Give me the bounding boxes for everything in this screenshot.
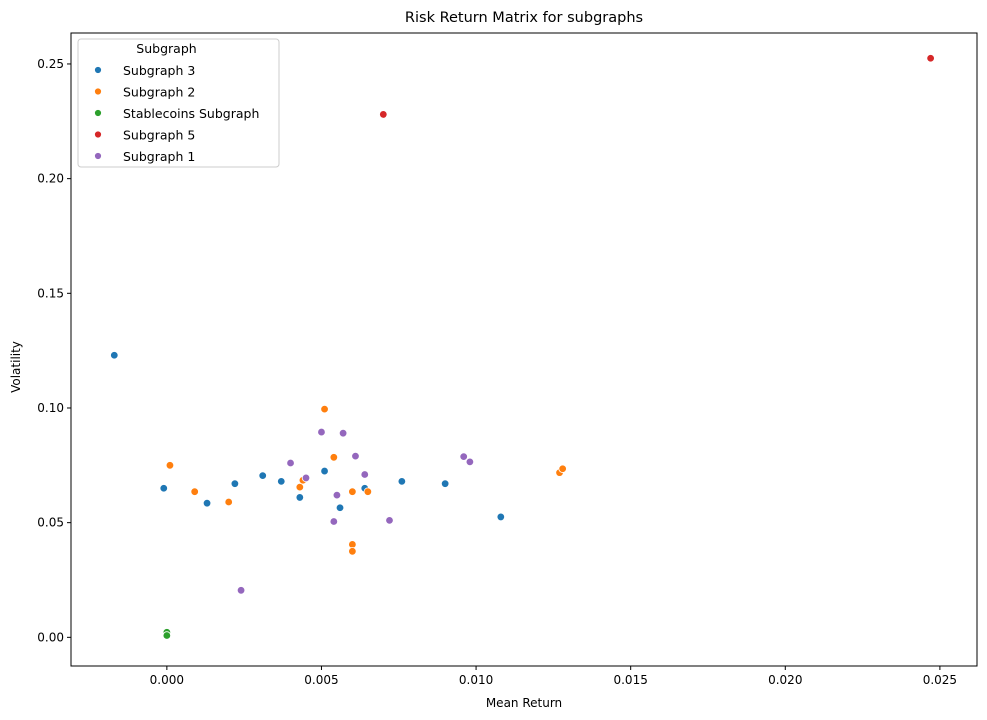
legend-marker <box>94 109 102 117</box>
legend-label: Subgraph 2 <box>123 85 195 100</box>
point-subgraph-1 <box>286 458 295 468</box>
point-subgraph-2 <box>558 464 567 473</box>
point-subgraph-2 <box>190 487 199 496</box>
legend-label: Stablecoins Subgraph <box>123 106 259 121</box>
point-subgraph-3 <box>159 484 168 493</box>
x-axis: 0.000 0.005 0.010 0.015 0.020 0.025 <box>150 666 957 687</box>
point-subgraph-2 <box>348 540 357 549</box>
point-subgraph-1 <box>301 473 311 483</box>
point-subgraph-1 <box>332 490 342 500</box>
legend: Subgraph Subgraph 3 Subgraph 2 Stablecoins … <box>77 38 280 168</box>
point-subgraph-2 <box>348 547 357 556</box>
point-subgraph-2 <box>363 487 373 496</box>
point-subgraph-1 <box>338 429 348 438</box>
point-subgraph-1 <box>385 516 394 525</box>
point-subgraph-3 <box>335 503 345 512</box>
point-subgraph-3 <box>258 471 267 480</box>
x-tick-label: 0.015 <box>613 673 647 687</box>
x-axis-label: Mean Return <box>486 696 562 710</box>
legend-label: Subgraph 5 <box>123 128 195 143</box>
x-tick-label: 0.020 <box>768 673 802 687</box>
point-subgraph-3 <box>230 479 240 488</box>
x-tick-label: 0.025 <box>923 673 957 687</box>
y-tick-label: 0.10 <box>37 401 64 415</box>
legend-marker <box>94 152 102 160</box>
x-tick-label: 0.000 <box>150 673 184 687</box>
point-subgraph-3 <box>277 477 286 486</box>
legend-box <box>77 38 280 168</box>
point-subgraph-1 <box>465 457 475 467</box>
point-subgraph-2 <box>348 487 357 496</box>
point-subgraph-3 <box>496 512 506 522</box>
point-subgraph-1 <box>351 451 360 461</box>
point-subgraph-1 <box>360 470 369 479</box>
point-subgraph-3 <box>295 493 305 502</box>
point-subgraph-2 <box>165 461 175 470</box>
point-subgraph-2 <box>295 482 305 492</box>
point-subgraph-1 <box>236 586 246 595</box>
plot-area <box>70 32 978 667</box>
legend-title: Subgraph <box>136 41 196 56</box>
legend-marker <box>94 130 102 139</box>
point-subgraph-2 <box>329 453 339 462</box>
x-tick-label: 0.005 <box>304 673 338 687</box>
y-tick-label: 0.15 <box>37 286 64 300</box>
point-subgraph-3 <box>397 477 407 486</box>
legend-marker <box>94 66 102 74</box>
plot-frame <box>70 32 978 667</box>
point-subgraph-3 <box>202 498 212 508</box>
point-subgraph-1 <box>329 517 339 526</box>
legend-marker <box>94 87 102 96</box>
point-subgraph-2 <box>224 497 233 507</box>
point-stablecoins-subgraph <box>162 631 172 640</box>
point-subgraph-1 <box>317 427 326 437</box>
y-axis: 0.00 0.05 0.10 0.15 0.20 0.25 <box>37 57 71 644</box>
point-subgraph-3 <box>440 479 450 488</box>
x-tick-label: 0.010 <box>459 673 493 687</box>
y-axis-label: Volatility <box>9 341 23 393</box>
y-tick-label: 0.25 <box>37 57 64 71</box>
point-subgraph-3 <box>320 466 329 476</box>
y-tick-label: 0.05 <box>37 516 64 530</box>
point-subgraph-1 <box>459 452 468 461</box>
legend-label: Subgraph 3 <box>123 63 195 78</box>
y-tick-label: 0.20 <box>37 172 64 186</box>
point-subgraph-2 <box>320 404 329 414</box>
point-subgraph-5 <box>926 54 935 63</box>
point-subgraph-3 <box>110 351 119 360</box>
legend-label: Subgraph 1 <box>123 149 195 164</box>
y-tick-label: 0.00 <box>37 630 64 644</box>
chart-title: Risk Return Matrix for subgraphs <box>405 10 643 26</box>
point-subgraph-5 <box>379 110 388 119</box>
